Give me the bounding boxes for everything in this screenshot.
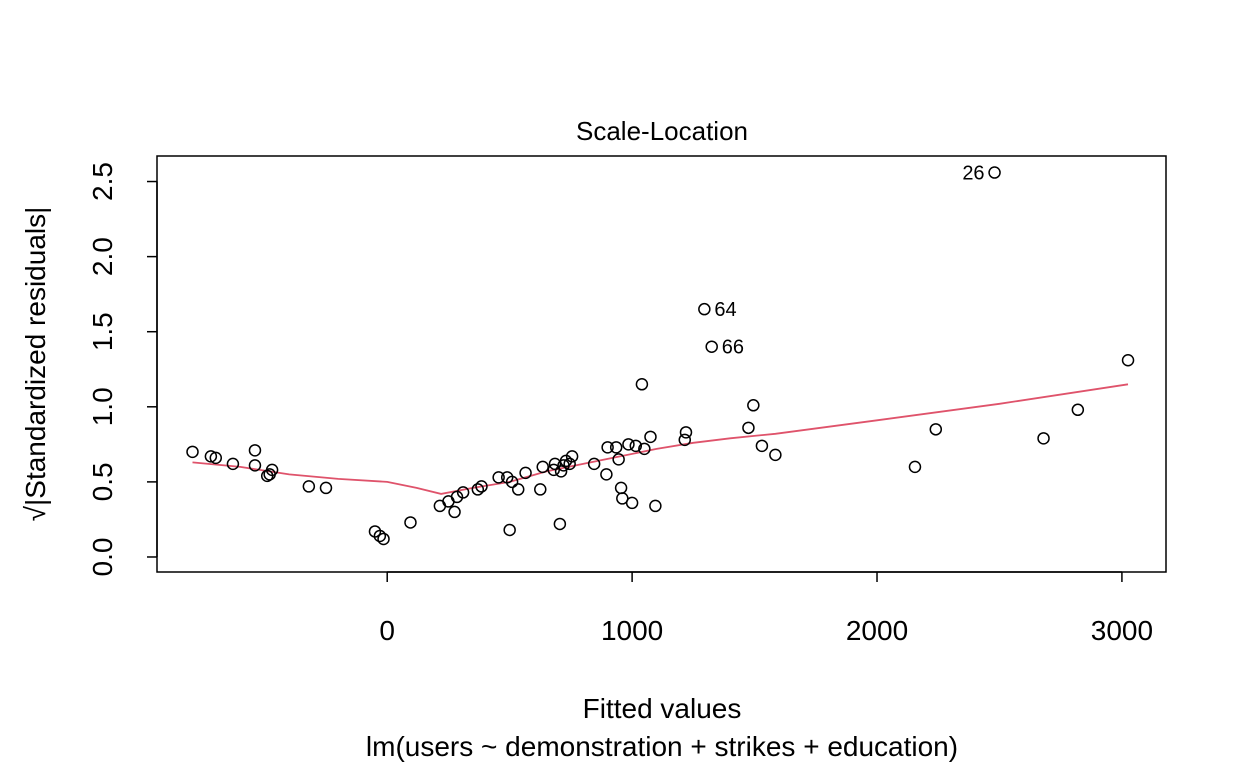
y-tick-label: 1.5 — [87, 312, 118, 351]
data-point — [548, 457, 562, 471]
points-layer — [186, 166, 1135, 546]
data-point — [769, 448, 782, 462]
data-point — [302, 480, 316, 493]
point-labels-layer: 64 66 26 — [714, 163, 984, 359]
point-label: 64 — [714, 299, 736, 321]
data-point — [534, 483, 547, 496]
data-point — [638, 442, 651, 456]
data-point — [503, 523, 516, 537]
data-point — [448, 505, 461, 519]
data-point — [698, 302, 711, 316]
chart-title: Scale-Location — [576, 116, 748, 146]
data-point — [622, 438, 635, 451]
data-point — [404, 516, 417, 529]
data-point — [319, 481, 333, 495]
y-tick-label: 1.0 — [87, 387, 118, 426]
data-point — [456, 486, 470, 499]
data-point — [742, 421, 755, 435]
data-point — [614, 481, 628, 495]
point-label: 66 — [722, 337, 744, 359]
data-point — [226, 457, 240, 471]
y-tick-label: 0.0 — [87, 538, 118, 577]
data-point — [471, 483, 485, 496]
y-tick-label: 2.5 — [87, 162, 118, 201]
smoother-line — [192, 383, 1129, 495]
data-point — [988, 166, 1001, 179]
point-label: 26 — [962, 163, 984, 185]
data-point — [475, 480, 488, 493]
data-point — [265, 463, 279, 477]
data-point — [705, 340, 718, 353]
model-formula-caption: lm(users ~ demonstration + strikes + edu… — [366, 731, 958, 762]
data-point — [536, 460, 549, 474]
data-point — [1071, 403, 1085, 417]
data-point — [629, 439, 643, 453]
y-axis-label-text: |Standardized residuals| — [20, 207, 51, 506]
data-point — [600, 468, 613, 481]
y-axis: 0.0 0.5 1.0 1.5 2.0 2.5 — [87, 162, 158, 577]
data-point — [373, 529, 387, 543]
data-point — [908, 460, 922, 474]
x-axis: 0 1000 2000 3000 — [379, 571, 1153, 646]
data-point — [553, 517, 567, 531]
data-point — [601, 441, 614, 454]
data-point — [1121, 353, 1135, 367]
x-tick-label: 2000 — [846, 615, 908, 646]
data-point — [248, 459, 262, 472]
data-point — [565, 450, 579, 463]
data-point — [747, 399, 760, 412]
data-point — [644, 430, 657, 444]
data-point — [679, 426, 693, 439]
data-point — [929, 423, 943, 436]
y-tick-label: 2.0 — [87, 237, 118, 276]
data-point — [519, 466, 532, 480]
data-point — [511, 483, 525, 496]
data-point — [635, 378, 649, 391]
data-point — [186, 445, 199, 459]
y-axis-label: √|Standardized residuals| — [20, 207, 51, 522]
data-point — [609, 441, 623, 454]
x-tick-label: 3000 — [1091, 615, 1153, 646]
plot-area — [156, 155, 1167, 573]
x-tick-label: 1000 — [601, 615, 663, 646]
data-point — [649, 499, 662, 513]
data-point — [492, 471, 505, 484]
smoother-layer — [192, 383, 1129, 495]
data-point — [204, 450, 218, 463]
x-tick-label: 0 — [379, 615, 395, 646]
data-point — [755, 439, 769, 453]
data-point — [1037, 432, 1050, 445]
data-point — [563, 457, 576, 471]
data-point — [678, 433, 692, 447]
data-point — [554, 465, 568, 478]
data-point — [505, 475, 519, 489]
data-point — [248, 444, 262, 457]
x-axis-label: Fitted values — [583, 693, 742, 724]
svg-text:√|Standardized residuals|: √|Standardized residuals| — [20, 207, 51, 522]
data-point — [587, 457, 601, 471]
data-point — [377, 532, 390, 546]
data-point — [612, 453, 625, 466]
data-point — [625, 496, 639, 510]
y-tick-label: 0.5 — [87, 462, 118, 501]
y-axis-label-radical: √ — [20, 505, 51, 521]
data-point — [209, 451, 223, 465]
